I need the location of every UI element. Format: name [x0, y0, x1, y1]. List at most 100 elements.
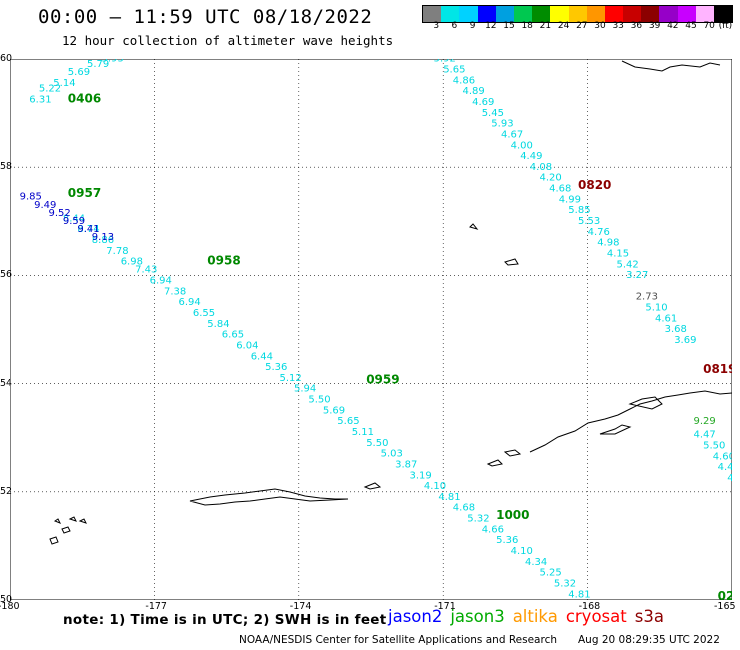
color-scale-label: (ft)	[718, 21, 733, 31]
wave-height-value: 6.04	[236, 340, 258, 351]
generated-timestamp: Aug 20 08:29:35 UTC 2022	[578, 634, 720, 646]
altimeter-track: 5.104.613.683.69	[645, 303, 696, 346]
pass-time-label: 1000	[496, 508, 529, 522]
color-swatch	[423, 6, 442, 22]
lon-tick-label: -177	[145, 601, 167, 612]
color-scale-label: 30	[594, 21, 606, 31]
color-scale-bar	[422, 5, 734, 23]
pass-time-label: 021	[718, 589, 732, 600]
color-scale-label: 36	[630, 21, 643, 31]
wave-height-value: 5.14	[53, 78, 75, 89]
wave-height-value: 4.89	[463, 86, 485, 97]
map-title: 00:00 – 11:59 UTC 08/18/2022	[38, 6, 373, 28]
wave-height-value: 4.08	[530, 162, 552, 173]
coastline-island-2	[599, 424, 632, 435]
wave-height-value: 9.59	[63, 216, 85, 227]
lat-tick-label: 50	[0, 594, 13, 605]
color-swatch	[459, 6, 478, 22]
altimeter-track: 8.448.748.867.786.987.436.947.386.946.55…	[63, 213, 591, 600]
wave-height-value: 5.50	[308, 395, 330, 406]
wave-height-value: 7.78	[106, 246, 128, 257]
wave-height-value: 4.89	[727, 473, 732, 484]
wave-height-value: 5.36	[496, 535, 518, 546]
color-scale-label: 12	[485, 21, 497, 31]
wave-height-value: 6.44	[251, 351, 273, 362]
map-subtitle: 12 hour collection of altimeter wave hei…	[62, 33, 394, 48]
wave-height-value: 4.47	[694, 430, 716, 441]
coastline	[49, 60, 732, 545]
color-scale-label: 70	[703, 21, 715, 31]
wave-height-value: 4.99	[559, 194, 581, 205]
wave-height-value: 5.10	[645, 303, 667, 314]
coastline-island-3	[503, 449, 522, 457]
wave-height-value: 5.79	[87, 59, 109, 70]
wave-height-value: 4.81	[438, 492, 460, 503]
lat-tick-label: 58	[0, 161, 13, 173]
lat-tick-label: 54	[0, 377, 13, 389]
legend-entry-s3a: s3a	[634, 607, 664, 626]
wave-height-value: 5.93	[491, 119, 513, 130]
altimeter-track: 4.475.504.604.444.894.604.605.415.935.48…	[694, 430, 733, 484]
color-scale-label: 9	[469, 21, 476, 31]
wave-height-value: 4.61	[655, 313, 677, 324]
coastline-aleutian-east	[529, 390, 732, 453]
legend-entry-altika: altika	[512, 607, 558, 626]
wave-height-value: 9.29	[694, 416, 716, 427]
color-swatch	[677, 6, 696, 22]
color-scale-label: 3	[433, 21, 440, 31]
color-swatch	[568, 6, 587, 22]
color-swatch	[604, 6, 624, 22]
wave-height-value: 5.50	[366, 438, 388, 449]
altimeter-track: 9.29	[694, 416, 716, 427]
wave-height-value: 8.74	[77, 224, 99, 235]
wave-height-value: 2.73	[636, 292, 658, 303]
wave-height-value: 5.69	[68, 67, 90, 78]
color-scale-label: 21	[539, 21, 552, 31]
pass-time-label: 0819	[703, 362, 732, 376]
wave-height-value: 5.11	[352, 427, 374, 438]
wave-height-value: 5.45	[482, 108, 504, 119]
wave-height-value: 4.98	[597, 238, 619, 249]
wave-height-value: 3.69	[674, 335, 696, 346]
color-scale-label: 33	[612, 21, 624, 31]
wave-height-value: 4.15	[607, 249, 629, 260]
color-scale-label: 39	[648, 21, 661, 31]
color-swatch	[623, 6, 642, 22]
altimeter-tracks: 6.315.225.145.695.795.935.985.97 8.448.74…	[20, 59, 732, 600]
pass-time-label: 0407	[154, 59, 187, 62]
wave-height-value: 6.94	[179, 297, 201, 308]
wave-height-value: 5.65	[443, 65, 465, 76]
wave-height-value: 9.85	[20, 192, 42, 203]
color-scale-label: 24	[557, 21, 570, 31]
color-swatch	[477, 6, 496, 22]
wave-height-value: 5.53	[578, 216, 600, 227]
color-swatch	[550, 6, 569, 22]
wave-height-value: 3.19	[410, 470, 432, 481]
wave-height-value: 5.36	[265, 362, 287, 373]
map-grid	[10, 59, 732, 600]
color-swatch	[641, 6, 660, 22]
altimeter-track: 6.315.225.145.695.795.935.985.97	[29, 59, 138, 105]
wave-height-value: 6.98	[121, 257, 143, 268]
pass-time-labels: 0407 0406 0957 0958 0959 1000 0820 0819 021	[68, 59, 732, 600]
coastline-near-islands	[189, 488, 349, 506]
wave-height-value: 7.43	[135, 265, 157, 276]
pass-time-label: 0406	[68, 91, 101, 105]
wave-height-value: 6.65	[222, 330, 244, 341]
wave-height-value: 4.81	[568, 589, 590, 600]
color-swatch	[695, 6, 714, 22]
legend-entry-cryosat: cryosat	[565, 607, 627, 626]
color-scale-label: 18	[521, 21, 533, 31]
lat-tick-label: 52	[0, 485, 13, 497]
wave-height-value: 5.92	[434, 59, 456, 65]
wave-height-value: 9.49	[34, 200, 56, 211]
wave-height-value: 9.52	[49, 208, 71, 219]
wave-height-value: 5.85	[568, 205, 590, 216]
color-swatch	[513, 6, 533, 22]
color-swatch	[586, 6, 605, 22]
pass-time-label: 0959	[366, 373, 399, 387]
coastline-top-right	[621, 60, 721, 72]
lat-tick-label: 60	[0, 53, 13, 64]
wave-height-value: 4.10	[424, 481, 446, 492]
wave-height-value: 4.49	[520, 151, 542, 162]
